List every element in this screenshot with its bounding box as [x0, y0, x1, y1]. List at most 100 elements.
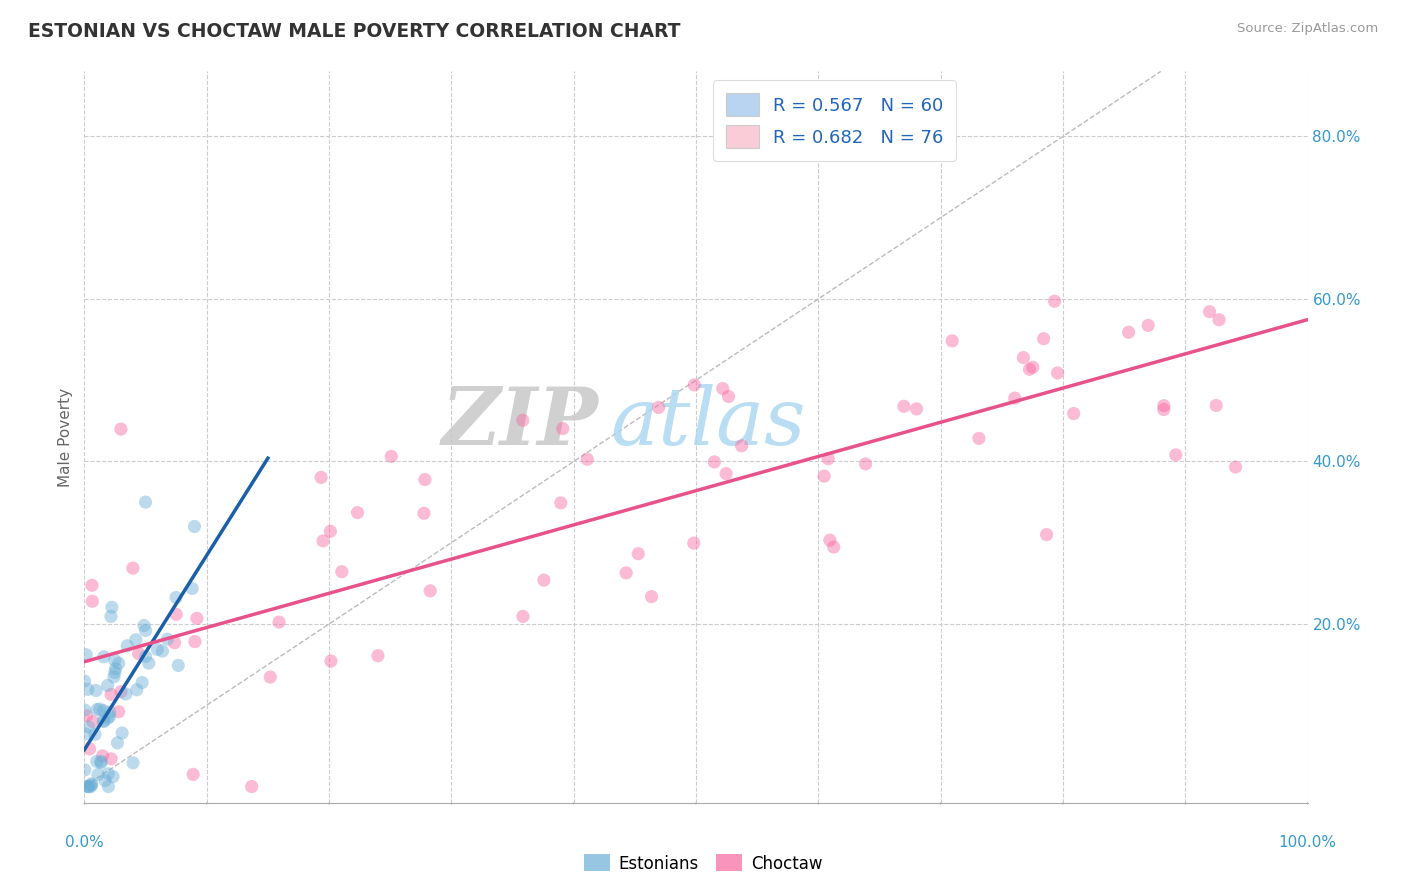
Point: [259, 670, 281, 684]
Point: [186, 611, 208, 625]
Text: ZIP: ZIP: [441, 384, 598, 461]
Point: [855, 457, 877, 471]
Point: [91, 748, 114, 763]
Point: [132, 618, 155, 632]
Point: [98, 709, 121, 723]
Point: [107, 657, 129, 671]
Point: [512, 609, 534, 624]
Point: [75, 780, 97, 794]
Point: [312, 533, 335, 548]
Point: [73, 703, 96, 717]
Point: [80, 578, 103, 592]
Point: [84, 683, 107, 698]
Point: [73, 673, 96, 688]
Point: [96, 678, 118, 692]
Point: [1164, 448, 1187, 462]
Point: [1018, 362, 1040, 376]
Point: [97, 780, 120, 794]
Point: [533, 573, 555, 587]
Point: [163, 636, 186, 650]
Text: ESTONIAN VS CHOCTAW MALE POVERTY CORRELATION CHART: ESTONIAN VS CHOCTAW MALE POVERTY CORRELA…: [28, 22, 681, 41]
Point: [165, 607, 187, 622]
Point: [103, 670, 125, 684]
Point: [167, 658, 190, 673]
Point: [138, 656, 160, 670]
Point: [131, 675, 153, 690]
Point: [647, 401, 669, 415]
Point: [551, 422, 574, 436]
Point: [152, 644, 174, 658]
Point: [97, 766, 120, 780]
Point: [107, 705, 129, 719]
Point: [91, 714, 114, 728]
Point: [77, 780, 100, 794]
Point: [75, 648, 97, 662]
Point: [1012, 351, 1035, 365]
Point: [77, 720, 100, 734]
Point: [165, 591, 187, 605]
Point: [122, 561, 145, 575]
Point: [101, 770, 124, 784]
Text: 0.0%: 0.0%: [65, 835, 104, 850]
Point: [77, 780, 100, 794]
Point: [125, 682, 148, 697]
Point: [90, 755, 112, 769]
Point: [86, 702, 108, 716]
Point: [1225, 460, 1247, 475]
Point: [1046, 366, 1069, 380]
Point: [135, 495, 157, 509]
Point: [97, 711, 120, 725]
Point: [380, 450, 402, 464]
Point: [550, 496, 572, 510]
Point: [1118, 325, 1140, 339]
Point: [181, 767, 204, 781]
Point: [75, 727, 97, 741]
Point: [79, 742, 101, 756]
Text: atlas: atlas: [610, 384, 806, 461]
Point: [823, 540, 845, 554]
Point: [89, 702, 111, 716]
Point: [1004, 391, 1026, 405]
Point: [1153, 399, 1175, 413]
Point: [146, 642, 169, 657]
Point: [1205, 399, 1227, 413]
Point: [104, 665, 127, 680]
Point: [75, 708, 97, 723]
Point: [682, 536, 704, 550]
Point: [576, 452, 599, 467]
Point: [711, 382, 734, 396]
Point: [122, 756, 145, 770]
Point: [640, 590, 662, 604]
Point: [1035, 527, 1057, 541]
Point: [967, 431, 990, 445]
Point: [813, 469, 835, 483]
Point: [93, 704, 115, 718]
Point: [240, 780, 263, 794]
Point: [104, 662, 127, 676]
Point: [86, 755, 108, 769]
Point: [73, 763, 96, 777]
Point: [818, 533, 841, 548]
Point: [80, 777, 103, 791]
Point: [730, 439, 752, 453]
Point: [87, 767, 110, 781]
Point: [367, 648, 389, 663]
Point: [84, 727, 107, 741]
Point: [80, 778, 103, 792]
Text: 100.0%: 100.0%: [1278, 835, 1337, 850]
Point: [419, 583, 441, 598]
Point: [330, 565, 353, 579]
Point: [717, 390, 740, 404]
Point: [156, 632, 179, 646]
Point: [941, 334, 963, 348]
Point: [80, 780, 103, 794]
Point: [614, 566, 637, 580]
Point: [125, 632, 148, 647]
Legend: Estonians, Choctaw: Estonians, Choctaw: [576, 847, 830, 880]
Point: [703, 455, 725, 469]
Point: [107, 736, 129, 750]
Point: [98, 705, 121, 719]
Point: [117, 639, 139, 653]
Point: [319, 654, 342, 668]
Point: [1022, 360, 1045, 375]
